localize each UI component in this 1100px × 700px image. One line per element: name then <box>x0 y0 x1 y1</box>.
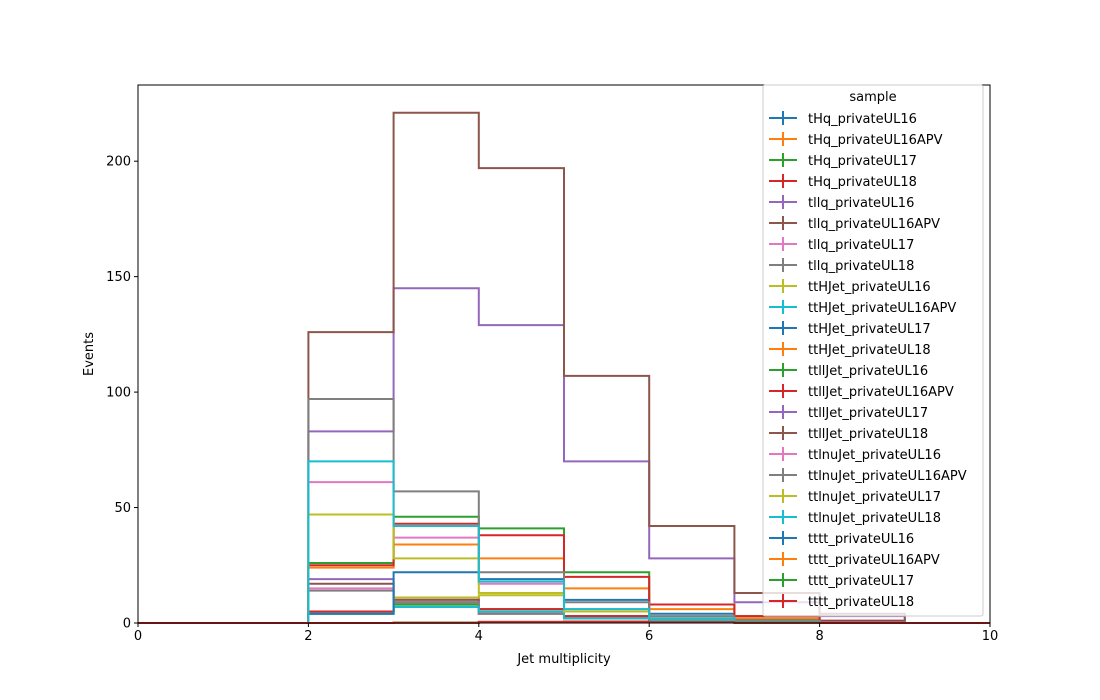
legend-label-11: ttHJet_privateUL18 <box>808 343 931 358</box>
legend-label-0: tHq_privateUL16 <box>808 112 917 127</box>
x-axis-label: Jet multiplicity <box>516 652 611 667</box>
legend-label-6: tllq_privateUL17 <box>808 238 914 253</box>
y-tick-label: 0 <box>123 617 131 632</box>
legend-label-15: ttllJet_privateUL18 <box>808 427 928 442</box>
legend-label-7: tllq_privateUL18 <box>808 259 914 274</box>
legend-label-9: ttHJet_privateUL16APV <box>808 301 956 316</box>
legend-label-10: ttHJet_privateUL17 <box>808 322 931 337</box>
y-axis: 0 50 100 150 200 <box>106 155 138 632</box>
y-tick-label: 100 <box>106 386 131 401</box>
x-tick-label: 8 <box>815 629 823 644</box>
legend-label-18: ttlnuJet_privateUL17 <box>808 490 941 505</box>
x-tick-label: 10 <box>982 629 999 644</box>
x-tick-label: 2 <box>304 629 312 644</box>
legend-label-4: tllq_privateUL16 <box>808 196 914 211</box>
legend-label-22: tttt_privateUL17 <box>808 574 914 589</box>
legend-label-2: tHq_privateUL17 <box>808 154 917 169</box>
x-tick-label: 0 <box>134 629 142 644</box>
x-axis: 0 2 4 6 8 10 <box>134 623 998 644</box>
x-tick-label: 4 <box>475 629 483 644</box>
x-tick-label: 6 <box>645 629 653 644</box>
legend-label-21: tttt_privateUL16APV <box>808 553 940 568</box>
legend-label-13: ttllJet_privateUL16APV <box>808 385 954 400</box>
legend-label-12: ttllJet_privateUL16 <box>808 364 928 379</box>
legend-title: sample <box>849 90 896 105</box>
legend-label-8: ttHJet_privateUL16 <box>808 280 931 295</box>
y-axis-label: Events <box>82 332 97 376</box>
legend-label-20: tttt_privateUL16 <box>808 532 914 547</box>
legend-label-19: ttlnuJet_privateUL18 <box>808 511 941 526</box>
axes-frame <box>137 84 991 624</box>
legend-label-17: ttlnuJet_privateUL16APV <box>808 469 967 484</box>
y-tick-label: 150 <box>106 270 131 285</box>
legend-label-14: ttllJet_privateUL17 <box>808 406 928 421</box>
y-tick-label: 200 <box>106 155 131 170</box>
legend-label-3: tHq_privateUL18 <box>808 175 917 190</box>
legend-label-16: ttlnuJet_privateUL16 <box>808 448 941 463</box>
legend: sample tHq_privateUL16 tHq_privateUL16APV… <box>762 84 984 617</box>
legend-label-23: tttt_privateUL18 <box>808 595 914 610</box>
legend-label-1: tHq_privateUL16APV <box>808 133 943 148</box>
y-tick-label: 50 <box>114 501 131 516</box>
legend-label-5: tllq_privateUL16APV <box>808 217 940 232</box>
legend-box <box>762 84 984 617</box>
